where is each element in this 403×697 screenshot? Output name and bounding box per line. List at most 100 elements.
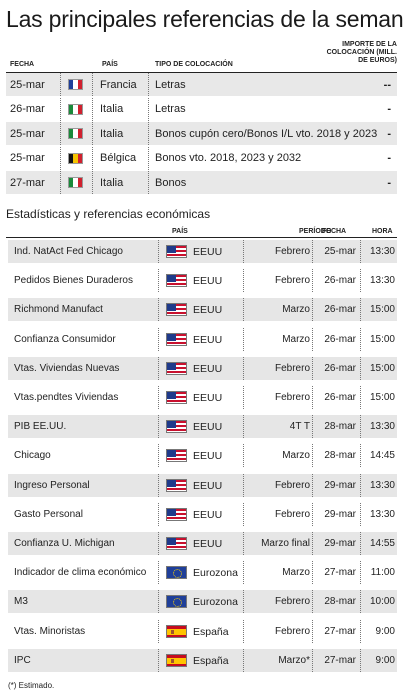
stats-hora: 13:30 [369, 421, 395, 433]
stats-indicador: Confianza Consumidor [14, 333, 116, 345]
column-divider [158, 298, 159, 322]
placement-importe: -- [383, 78, 391, 91]
stats-fecha: 27-mar [324, 625, 356, 637]
eu-flag-icon [166, 566, 187, 580]
stats-fecha: 29-mar [324, 479, 356, 491]
column-divider [148, 73, 149, 96]
stats-fecha: 27-mar [324, 654, 356, 666]
stats-indicador: Vtas. Minoristas [14, 625, 86, 637]
column-divider [360, 590, 361, 614]
stats-section-title: Estadísticas y referencias económicas [6, 207, 211, 221]
header-fecha: FECHA [10, 61, 35, 68]
column-divider [158, 619, 159, 643]
stats-fecha: 28-mar [324, 450, 356, 462]
usa-flag-icon [166, 420, 187, 434]
placement-fecha: 26-mar [10, 103, 45, 115]
column-divider [158, 502, 159, 526]
stats-header-hora: HORA [372, 228, 393, 235]
column-divider [360, 561, 361, 585]
placement-pais: Italia [100, 127, 124, 140]
stats-periodo: Marzo [282, 567, 310, 579]
stats-fecha: 28-mar [324, 421, 356, 433]
stats-hora: 15:00 [369, 362, 395, 374]
stats-row: Vtas. Viviendas Nuevas EEUU Febrero 26-mar 1… [8, 356, 397, 380]
usa-flag-icon [166, 478, 187, 492]
stats-header-pais: PAÍS [172, 228, 188, 235]
stats-hora: 13:30 [369, 275, 395, 287]
spain-flag-icon [166, 624, 187, 638]
stats-hora: 9:00 [375, 625, 395, 637]
stats-row: Gasto Personal EEUU Febrero 29-mar 13:30 [8, 502, 397, 526]
placement-tipo: Bonos [155, 176, 187, 189]
stats-hora: 11:00 [370, 567, 395, 579]
page-title: Las principales referencias de la semana [6, 6, 403, 32]
column-divider [360, 269, 361, 293]
column-divider [360, 532, 361, 555]
placement-fecha: 25-mar [10, 127, 45, 140]
column-divider [360, 415, 361, 439]
stats-hora: 10:00 [369, 596, 395, 608]
stats-row: M3 Eurozona Febrero 28-mar 10:00 [8, 590, 397, 614]
column-divider [60, 171, 61, 194]
stats-hora: 13:30 [369, 508, 395, 520]
stats-periodo: Marzo final [261, 538, 310, 549]
placement-row: 25-mar Italia Bonos cupón cero/Bonos I/L v… [6, 122, 397, 145]
stats-header-periodo: PERÍODO [299, 228, 332, 235]
stats-pais: EEUU [193, 333, 223, 346]
usa-flag-icon [166, 391, 187, 404]
stats-indicador: Gasto Personal [14, 508, 83, 520]
stats-periodo: Febrero [274, 596, 310, 608]
column-divider [360, 648, 361, 672]
stats-indicador: PIB EE.UU. [14, 421, 67, 433]
column-divider [360, 473, 361, 497]
column-divider [158, 648, 159, 672]
column-divider [158, 473, 159, 497]
placement-row: 27-mar Italia Bonos - [6, 171, 397, 194]
stats-pais: EEUU [193, 479, 223, 492]
column-divider [148, 122, 149, 145]
stats-header-divider [6, 237, 397, 238]
stats-indicador: M3 [14, 596, 28, 608]
column-divider [312, 386, 313, 409]
placement-importe: - [387, 176, 391, 189]
column-divider [312, 269, 313, 293]
stats-pais: España [193, 654, 229, 667]
stats-fecha: 26-mar [324, 275, 356, 287]
stats-indicador: Vtas. Viviendas Nuevas [14, 362, 120, 374]
column-divider [60, 146, 61, 170]
column-divider [243, 561, 244, 585]
column-divider [148, 171, 149, 194]
column-divider [158, 386, 159, 409]
column-divider [312, 590, 313, 614]
stats-row: Indicador de clima económico Eurozona Marz… [8, 561, 397, 585]
placement-importe: - [387, 152, 391, 164]
stats-row: Confianza U. Michigan EEUU Marzo final 29-m… [8, 532, 397, 555]
stats-indicador: Chicago [14, 450, 51, 462]
stats-periodo: Febrero [274, 479, 310, 491]
column-divider [158, 240, 159, 263]
stats-hora: 13:30 [369, 479, 395, 491]
stats-hora: 15:00 [369, 304, 395, 316]
header-importe: IMPORTE DE LA COLOCACIÓN (MILL. DE EUROS… [326, 41, 397, 64]
usa-flag-icon [166, 507, 187, 521]
column-divider [92, 146, 93, 170]
italy-flag-icon [68, 177, 83, 188]
usa-flag-icon [166, 537, 187, 550]
column-divider [312, 298, 313, 322]
column-divider [92, 73, 93, 96]
stats-pais: Eurozona [193, 567, 238, 580]
usa-flag-icon [166, 245, 187, 258]
stats-indicador: Confianza U. Michigan [14, 538, 115, 549]
column-divider [60, 97, 61, 121]
stats-fecha: 29-mar [324, 538, 356, 549]
column-divider [243, 590, 244, 614]
stats-indicador: Ingreso Personal [14, 479, 90, 491]
column-divider [158, 532, 159, 555]
placement-fecha: 27-mar [10, 176, 45, 189]
placement-tipo: Bonos vto. 2018, 2023 y 2032 [155, 152, 302, 164]
stats-row: Vtas. Minoristas España Febrero 27-mar 9:00 [8, 619, 397, 643]
stats-row: Vtas.pendtes Viviendas EEUU Febrero 26-mar 1… [8, 386, 397, 409]
stats-fecha: 26-mar [324, 304, 356, 316]
stats-periodo: Febrero [274, 362, 310, 374]
column-divider [158, 356, 159, 380]
